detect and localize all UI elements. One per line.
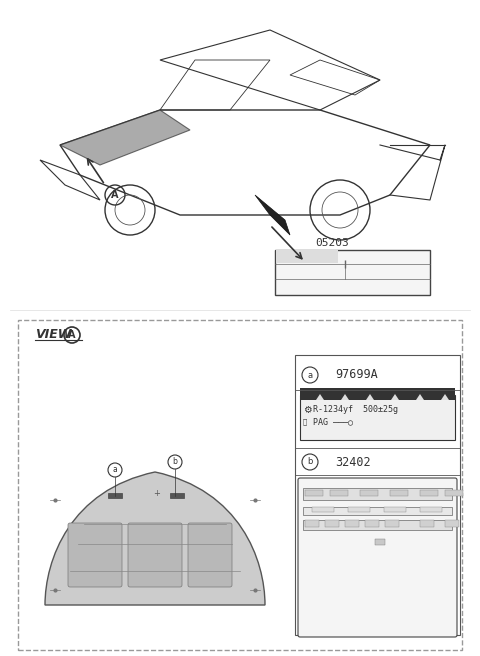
FancyBboxPatch shape [390, 490, 408, 496]
Text: 🛢: 🛢 [303, 419, 307, 425]
Text: 05203: 05203 [315, 238, 349, 248]
Polygon shape [416, 394, 424, 400]
FancyBboxPatch shape [128, 523, 182, 587]
FancyBboxPatch shape [420, 520, 434, 527]
Polygon shape [316, 394, 324, 400]
FancyBboxPatch shape [295, 355, 460, 635]
FancyBboxPatch shape [365, 520, 379, 527]
Text: VIEW: VIEW [35, 329, 72, 342]
Polygon shape [341, 394, 349, 400]
FancyBboxPatch shape [303, 488, 452, 500]
Text: A: A [111, 190, 119, 200]
Text: +: + [154, 489, 160, 497]
Text: R-1234yf  500±25g: R-1234yf 500±25g [313, 405, 398, 415]
FancyBboxPatch shape [15, 10, 465, 295]
Polygon shape [391, 394, 399, 400]
FancyBboxPatch shape [68, 523, 122, 587]
FancyBboxPatch shape [360, 490, 378, 496]
FancyBboxPatch shape [305, 490, 323, 496]
Text: 97699A: 97699A [335, 369, 378, 382]
Text: b: b [307, 457, 312, 466]
FancyBboxPatch shape [325, 520, 339, 527]
Text: A: A [68, 330, 76, 340]
FancyBboxPatch shape [300, 388, 455, 400]
FancyBboxPatch shape [345, 520, 359, 527]
FancyBboxPatch shape [375, 539, 385, 545]
FancyBboxPatch shape [170, 493, 184, 498]
FancyBboxPatch shape [18, 320, 462, 650]
FancyBboxPatch shape [385, 520, 399, 527]
FancyBboxPatch shape [188, 523, 232, 587]
Text: ⚙: ⚙ [303, 405, 312, 415]
FancyBboxPatch shape [445, 520, 459, 527]
FancyBboxPatch shape [420, 507, 442, 512]
FancyBboxPatch shape [445, 490, 463, 496]
FancyBboxPatch shape [312, 507, 334, 512]
FancyBboxPatch shape [303, 507, 452, 515]
Polygon shape [255, 195, 290, 235]
FancyBboxPatch shape [276, 249, 338, 262]
Polygon shape [366, 394, 374, 400]
Polygon shape [60, 110, 190, 165]
FancyBboxPatch shape [303, 520, 452, 530]
PathPatch shape [45, 472, 265, 605]
Text: a: a [307, 371, 312, 380]
Text: b: b [173, 457, 178, 466]
FancyBboxPatch shape [275, 250, 430, 295]
Polygon shape [441, 394, 449, 400]
FancyBboxPatch shape [330, 490, 348, 496]
FancyBboxPatch shape [384, 507, 406, 512]
FancyBboxPatch shape [420, 490, 438, 496]
Text: PAG ———○: PAG ———○ [313, 417, 353, 426]
Text: a: a [113, 466, 118, 474]
FancyBboxPatch shape [305, 520, 319, 527]
FancyBboxPatch shape [300, 395, 455, 440]
Text: 32402: 32402 [335, 455, 371, 468]
FancyBboxPatch shape [348, 507, 370, 512]
FancyBboxPatch shape [298, 478, 457, 637]
FancyBboxPatch shape [108, 493, 122, 498]
